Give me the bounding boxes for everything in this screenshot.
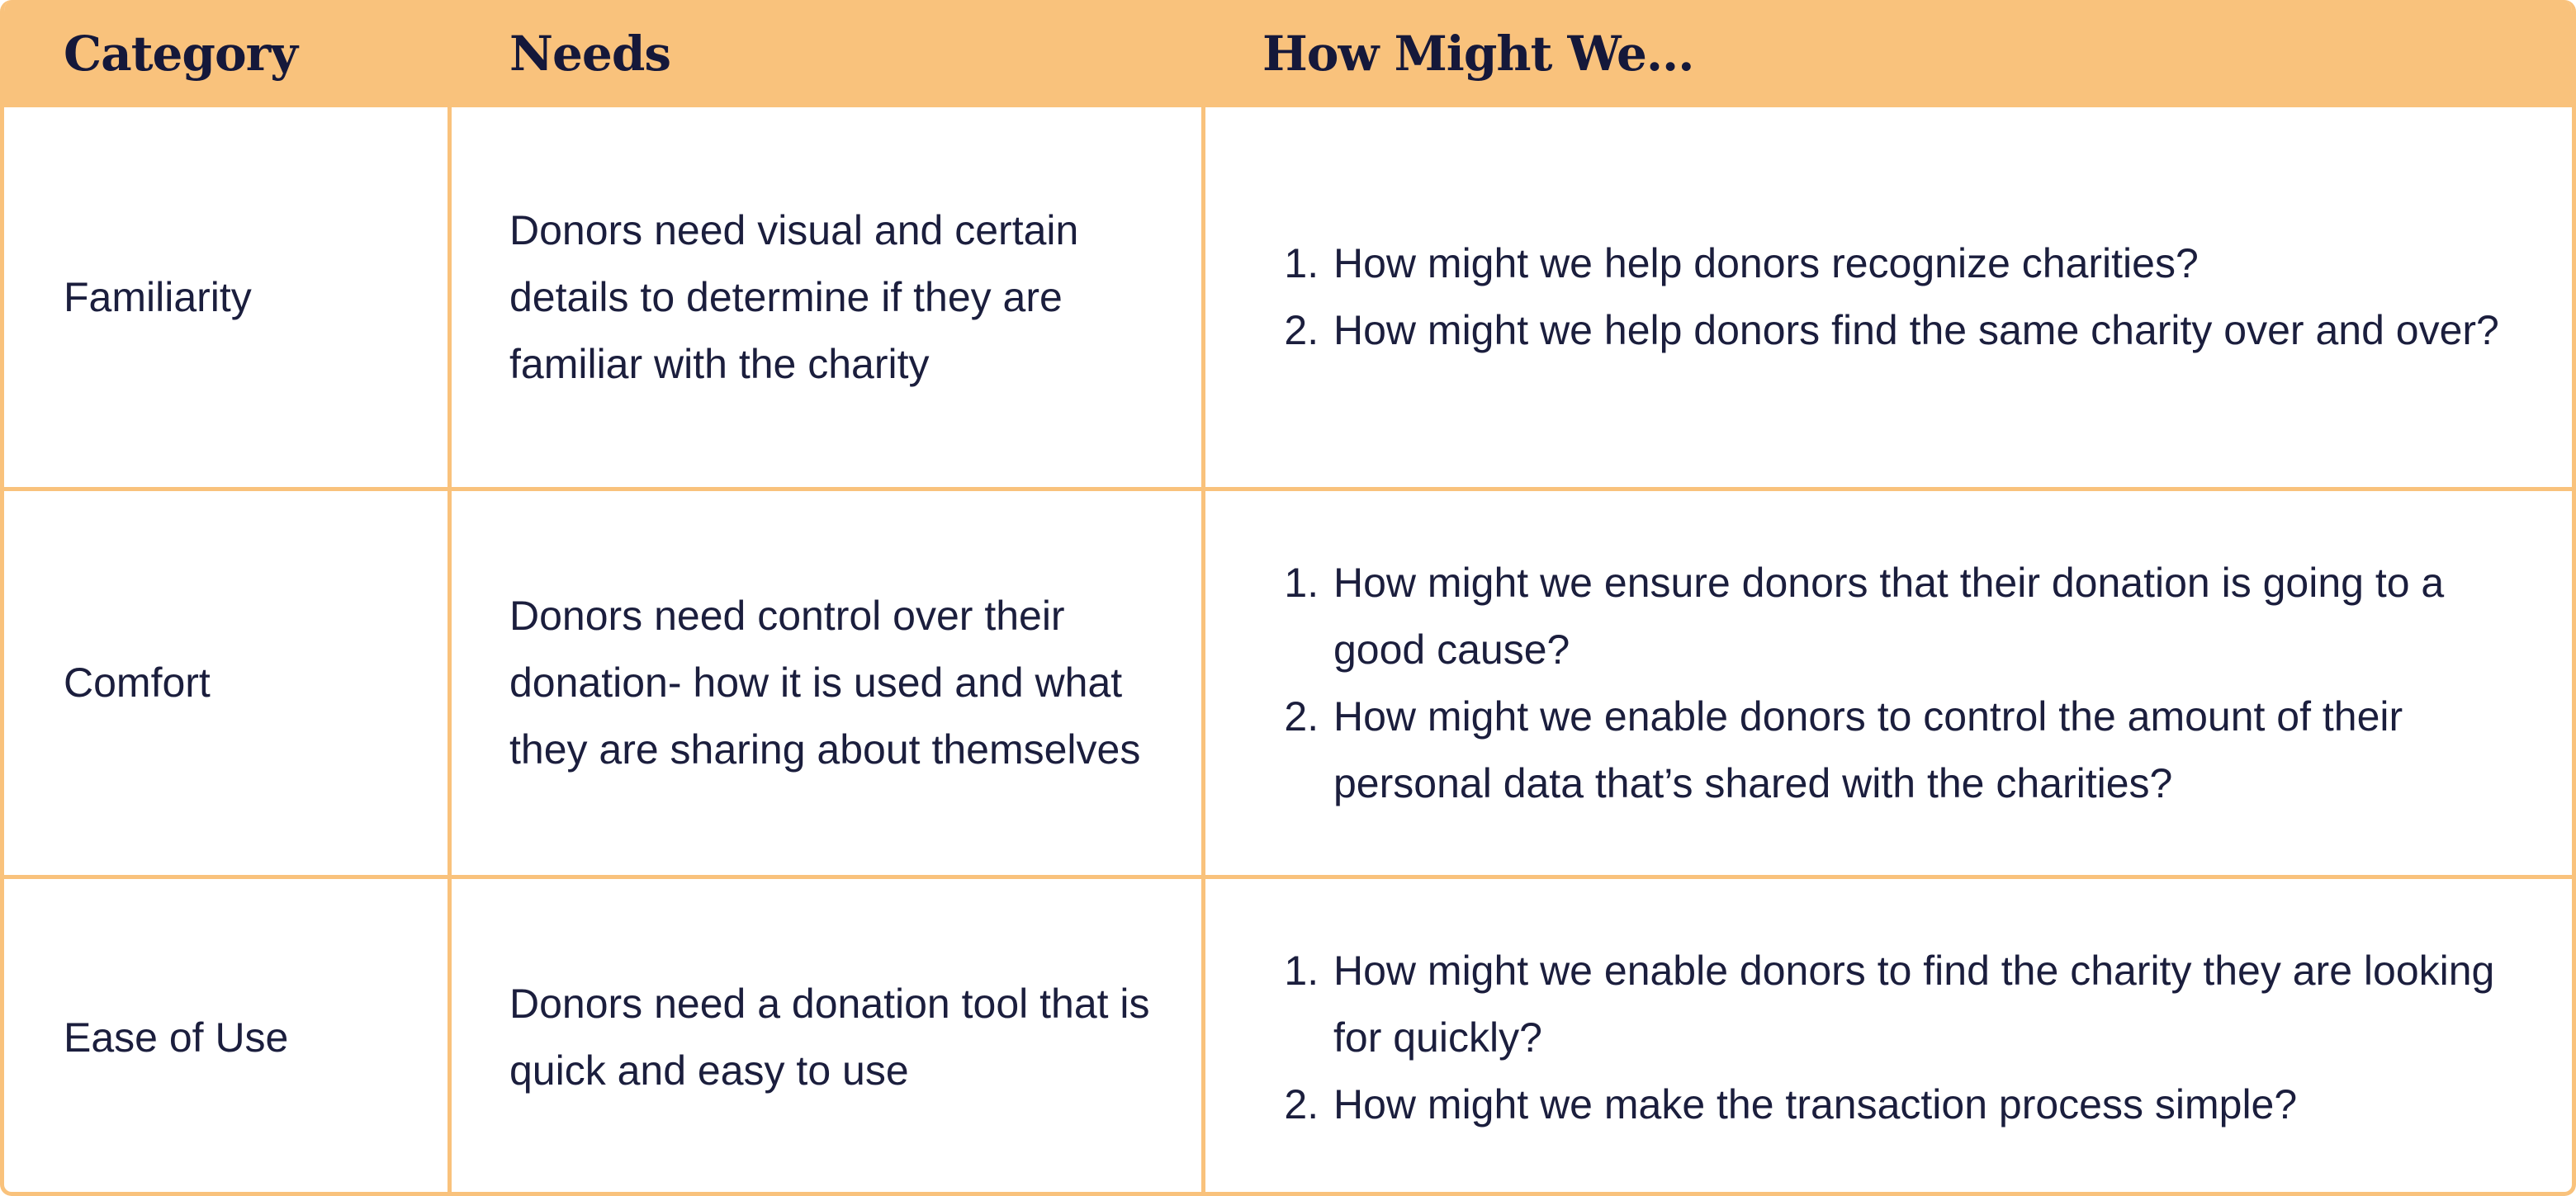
category-label: Comfort xyxy=(64,659,211,706)
header-hmw: How Might We... xyxy=(1262,26,1694,82)
table-row: Comfort Donors need control over their d… xyxy=(4,491,2572,875)
hmw-cell: How might we help donors recognize chari… xyxy=(1276,107,2547,487)
column-divider xyxy=(447,107,452,1192)
category-cell: Familiarity xyxy=(64,107,427,487)
needs-text: Donors need a donation tool that is quic… xyxy=(509,981,1150,1094)
needs-cell: Donors need a donation tool that is quic… xyxy=(509,879,1170,1192)
hmw-item: How might we make the transaction proces… xyxy=(1330,1071,2547,1138)
hmw-item: How might we help donors find the same c… xyxy=(1330,297,2499,364)
category-label: Familiarity xyxy=(64,273,252,320)
hmw-cell: How might we ensure donors that their do… xyxy=(1276,491,2547,875)
column-divider xyxy=(1201,107,1205,1192)
hmw-item: How might we enable donors to find the c… xyxy=(1330,938,2547,1071)
hmw-cell: How might we enable donors to find the c… xyxy=(1276,879,2547,1192)
row-divider xyxy=(4,875,2572,879)
category-cell: Comfort xyxy=(64,491,427,875)
needs-text: Donors need visual and certain details t… xyxy=(509,206,1079,387)
hmw-item: How might we ensure donors that their do… xyxy=(1330,550,2547,683)
header-needs: Needs xyxy=(509,26,671,82)
header-category: Category xyxy=(64,26,298,82)
table-row: Familiarity Donors need visual and certa… xyxy=(4,107,2572,487)
hmw-list: How might we enable donors to find the c… xyxy=(1276,938,2547,1138)
category-label: Ease of Use xyxy=(64,1014,289,1061)
needs-text: Donors need control over their donation-… xyxy=(509,593,1141,773)
hmw-item: How might we enable donors to control th… xyxy=(1330,683,2547,817)
table-row: Ease of Use Donors need a donation tool … xyxy=(4,879,2572,1192)
row-divider xyxy=(4,487,2572,491)
hmw-list: How might we help donors recognize chari… xyxy=(1276,230,2499,364)
category-cell: Ease of Use xyxy=(64,879,427,1192)
hmw-list: How might we ensure donors that their do… xyxy=(1276,550,2547,817)
needs-cell: Donors need control over their donation-… xyxy=(509,491,1170,875)
hmw-item: How might we help donors recognize chari… xyxy=(1330,230,2499,297)
table-header: Category Needs How Might We... xyxy=(4,0,2572,107)
needs-cell: Donors need visual and certain details t… xyxy=(509,107,1170,487)
